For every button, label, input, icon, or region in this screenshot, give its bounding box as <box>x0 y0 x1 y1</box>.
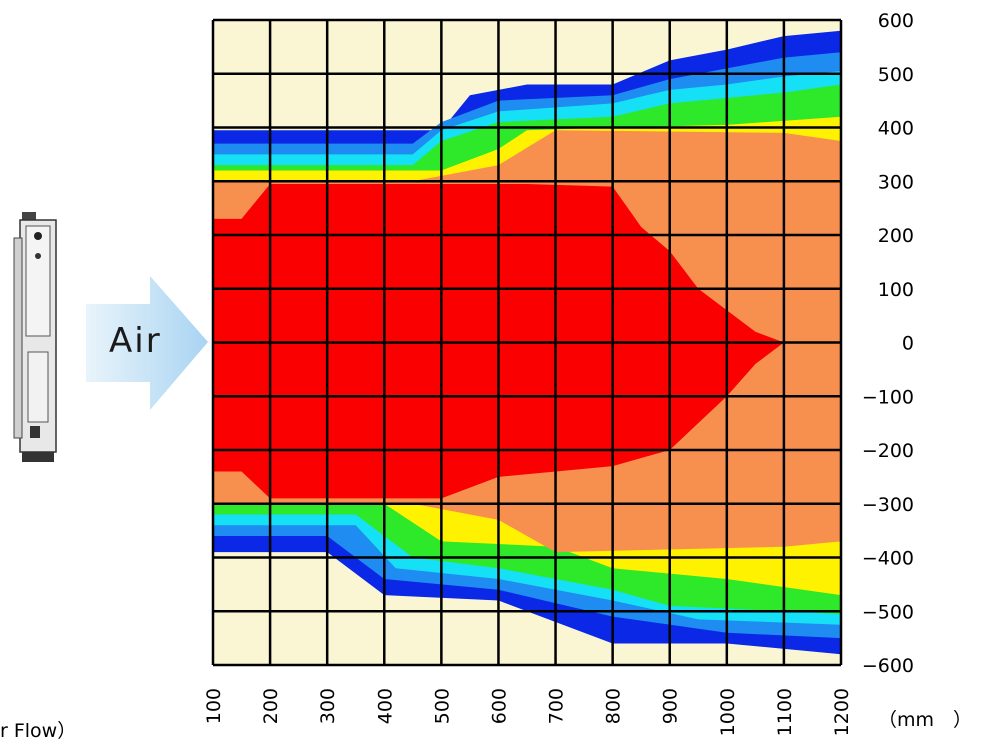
y-tick-label: −300 <box>862 494 914 516</box>
y-tick-label: −600 <box>862 655 914 677</box>
unit-label: （mm ） <box>878 709 972 731</box>
y-tick-label: 200 <box>878 225 914 247</box>
x-tick-label: 600 <box>488 688 510 724</box>
y-tick-label: −500 <box>862 601 914 623</box>
caption-fragment: r Flow） <box>0 720 76 742</box>
x-tick-label: 100 <box>203 688 225 724</box>
x-tick-label: 400 <box>374 688 396 724</box>
x-tick-label: 200 <box>260 688 282 724</box>
chart-grid <box>211 18 843 667</box>
y-tick-label: 500 <box>878 64 914 86</box>
y-tick-label: −100 <box>862 386 914 408</box>
x-tick-label: 900 <box>660 688 682 724</box>
x-tick-label: 700 <box>546 688 568 724</box>
y-tick-label: −200 <box>862 440 914 462</box>
x-tick-label: 800 <box>603 688 625 724</box>
x-tick-label: 1100 <box>774 688 796 736</box>
y-tick-label: −400 <box>862 548 914 570</box>
x-tick-labels: 100 200 300 400 500 600 700 800 900 1000 1100 1200 <box>203 688 853 736</box>
x-tick-label: 300 <box>317 688 339 724</box>
y-tick-labels: 600 500 400 300 200 100 0 −100 −200 −300 −400 −500 −… <box>862 10 914 677</box>
y-tick-label: 600 <box>878 10 914 32</box>
air-arrow: Air <box>86 276 208 410</box>
x-tick-label: 500 <box>431 688 453 724</box>
x-tick-label: 1000 <box>717 688 739 736</box>
y-tick-label: 100 <box>878 279 914 301</box>
y-tick-label: 400 <box>878 118 914 140</box>
x-tick-label: 1200 <box>831 688 853 736</box>
y-tick-label: 0 <box>902 333 914 355</box>
y-tick-label: 300 <box>878 171 914 193</box>
blower-device-icon <box>13 212 57 462</box>
arrow-shape <box>86 276 208 410</box>
arrow-label: Air <box>109 321 162 361</box>
